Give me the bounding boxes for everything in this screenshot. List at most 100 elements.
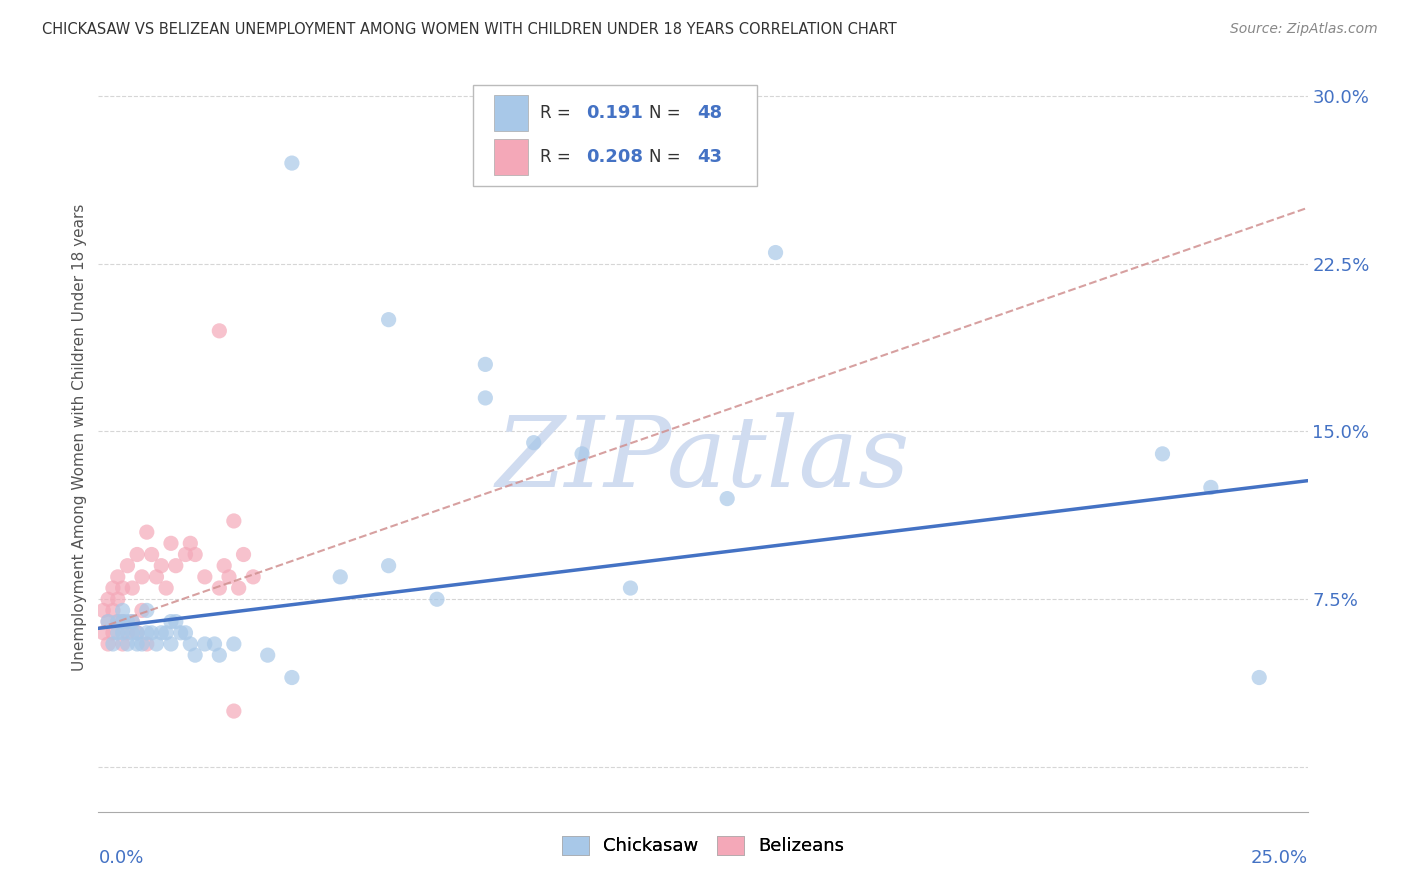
Point xyxy=(212,558,235,573)
Point xyxy=(208,648,231,662)
Point xyxy=(208,581,231,595)
Point xyxy=(1199,480,1222,494)
Point xyxy=(232,548,254,562)
Point xyxy=(111,615,134,629)
Point xyxy=(107,615,129,629)
Point xyxy=(571,447,593,461)
Text: N =: N = xyxy=(648,148,681,166)
Point xyxy=(135,603,157,617)
Point xyxy=(179,637,201,651)
Text: 0.208: 0.208 xyxy=(586,148,643,166)
Point xyxy=(111,615,134,629)
Point xyxy=(155,581,177,595)
Point xyxy=(97,615,120,629)
Text: CHICKASAW VS BELIZEAN UNEMPLOYMENT AMONG WOMEN WITH CHILDREN UNDER 18 YEARS CORR: CHICKASAW VS BELIZEAN UNEMPLOYMENT AMONG… xyxy=(42,22,897,37)
Point xyxy=(111,637,134,651)
Point xyxy=(141,548,163,562)
FancyBboxPatch shape xyxy=(474,85,758,186)
Point xyxy=(169,625,191,640)
Point xyxy=(155,625,177,640)
Point xyxy=(101,581,124,595)
Point xyxy=(91,625,114,640)
Point xyxy=(256,648,278,662)
Text: Source: ZipAtlas.com: Source: ZipAtlas.com xyxy=(1230,22,1378,37)
Point xyxy=(121,625,143,640)
Point xyxy=(222,514,245,528)
Point xyxy=(127,625,149,640)
Point xyxy=(523,435,546,450)
Point xyxy=(281,156,304,170)
Point xyxy=(107,625,129,640)
Point xyxy=(107,615,129,629)
Text: 0.0%: 0.0% xyxy=(98,849,143,867)
FancyBboxPatch shape xyxy=(494,139,527,175)
Point xyxy=(174,548,197,562)
Point xyxy=(204,637,226,651)
Legend: Chickasaw, Belizeans: Chickasaw, Belizeans xyxy=(554,829,852,863)
Point xyxy=(329,570,352,584)
Point xyxy=(222,704,245,718)
Text: 25.0%: 25.0% xyxy=(1250,849,1308,867)
Point xyxy=(474,391,496,405)
Point xyxy=(127,548,149,562)
Point xyxy=(194,637,217,651)
Y-axis label: Unemployment Among Women with Children Under 18 years: Unemployment Among Women with Children U… xyxy=(72,203,87,671)
Point xyxy=(377,312,399,326)
Text: 48: 48 xyxy=(697,103,723,122)
Point xyxy=(184,548,207,562)
Point xyxy=(101,637,124,651)
Point xyxy=(107,592,129,607)
Point xyxy=(127,625,149,640)
Point xyxy=(127,637,149,651)
Point xyxy=(160,536,183,550)
Point xyxy=(228,581,250,595)
Text: R =: R = xyxy=(540,148,571,166)
Point xyxy=(281,671,304,685)
Point xyxy=(218,570,240,584)
Point xyxy=(150,625,173,640)
Point xyxy=(619,581,641,595)
Point xyxy=(131,637,153,651)
Point xyxy=(117,637,139,651)
Point xyxy=(135,637,157,651)
Point xyxy=(135,625,157,640)
Point xyxy=(242,570,264,584)
Point xyxy=(117,625,139,640)
Text: N =: N = xyxy=(648,103,681,122)
Point xyxy=(179,536,201,550)
Point xyxy=(1249,671,1271,685)
Point xyxy=(208,324,231,338)
Point xyxy=(111,625,134,640)
Text: 0.191: 0.191 xyxy=(586,103,643,122)
Point xyxy=(107,570,129,584)
Point xyxy=(426,592,449,607)
Point xyxy=(117,558,139,573)
Point xyxy=(184,648,207,662)
Point xyxy=(131,570,153,584)
Point xyxy=(111,581,134,595)
Point xyxy=(97,592,120,607)
Point xyxy=(150,558,173,573)
Point xyxy=(97,615,120,629)
Point xyxy=(121,615,143,629)
Text: 43: 43 xyxy=(697,148,721,166)
Point xyxy=(141,625,163,640)
Point xyxy=(1152,447,1174,461)
Text: ZIPatlas: ZIPatlas xyxy=(496,412,910,508)
Text: R =: R = xyxy=(540,103,571,122)
Point xyxy=(117,615,139,629)
FancyBboxPatch shape xyxy=(494,95,527,131)
Point xyxy=(111,603,134,617)
Point xyxy=(121,615,143,629)
Point xyxy=(101,625,124,640)
Point xyxy=(765,245,787,260)
Point xyxy=(174,625,197,640)
Point xyxy=(145,570,167,584)
Point xyxy=(160,615,183,629)
Point xyxy=(165,615,187,629)
Point xyxy=(716,491,738,506)
Point xyxy=(101,603,124,617)
Point xyxy=(222,637,245,651)
Point xyxy=(377,558,399,573)
Point xyxy=(145,637,167,651)
